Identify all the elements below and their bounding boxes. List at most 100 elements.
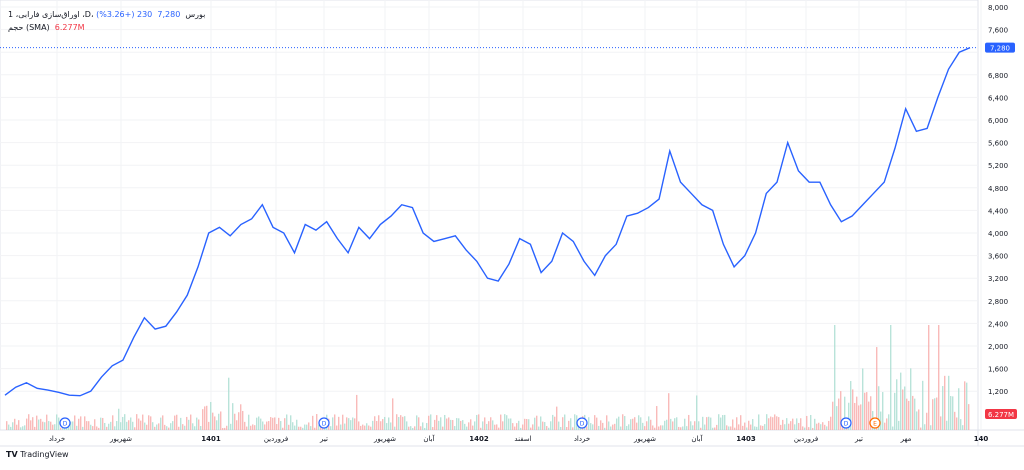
volume-bar: [662, 425, 663, 430]
volume-bar: [592, 424, 593, 430]
volume-bar: [228, 378, 229, 430]
volume-bar: [230, 424, 231, 430]
volume-bar: [948, 376, 949, 430]
volume-bar: [944, 376, 945, 430]
volume-bar: [250, 426, 251, 430]
volume-bar: [496, 424, 497, 430]
volume-indicator-label[interactable]: حجم (SMA): [8, 23, 50, 32]
x-tick-label: 1403: [736, 435, 756, 443]
price-axis: 8,0007,6006,8006,4006,0005,6005,2004,800…: [985, 4, 1017, 419]
volume-bar: [816, 424, 817, 430]
volume-bar: [718, 414, 719, 430]
volume-bar: [184, 426, 185, 430]
volume-bar: [964, 381, 965, 430]
volume-bar: [612, 425, 613, 430]
volume-bar: [214, 416, 215, 430]
volume-bar: [722, 415, 723, 430]
volume-bar: [702, 417, 703, 430]
volume-bar: [882, 392, 883, 430]
volume-bar: [34, 427, 35, 430]
volume-bar: [412, 428, 413, 430]
volume-bar: [220, 411, 221, 430]
volume-bar: [108, 424, 109, 430]
volume-bar: [342, 415, 343, 430]
volume-bar: [604, 428, 605, 430]
volume-bar: [424, 428, 425, 430]
volume-bar: [942, 386, 943, 430]
volume-bar: [568, 421, 569, 430]
x-tick-label: آبان: [423, 434, 435, 443]
volume-bar: [886, 418, 887, 430]
volume-bar: [672, 421, 673, 430]
volume-bar: [504, 414, 505, 430]
volume-bar: [616, 418, 617, 430]
volume-bar: [434, 420, 435, 430]
volume-bar: [732, 419, 733, 430]
volume-bar: [820, 424, 821, 430]
volume-bar: [206, 406, 207, 430]
volume-bar: [58, 418, 59, 430]
volume-bar: [470, 419, 471, 430]
volume-bar: [416, 415, 417, 430]
x-tick-label: تیر: [854, 435, 863, 443]
volume-bar: [6, 421, 7, 430]
volume-bar: [666, 420, 667, 430]
volume-bar: [72, 421, 73, 430]
volume-bar: [162, 415, 163, 430]
y-tick-label: 6,800: [988, 72, 1008, 80]
volume-bar: [136, 414, 137, 430]
volume-bar: [536, 416, 537, 430]
volume-bar: [352, 417, 353, 430]
volume-bar: [490, 417, 491, 430]
volume-bar: [110, 422, 111, 430]
legend: 1 ،اوراق‌سازی فارابی ،D، بورس 7,280 230 …: [8, 8, 205, 34]
volume-bar: [164, 425, 165, 430]
volume-bar: [804, 428, 805, 430]
volume-bar: [36, 416, 37, 430]
volume-bar: [464, 424, 465, 430]
volume-bar: [226, 426, 227, 430]
volume-bar: [264, 424, 265, 430]
x-tick-label: 1401: [201, 435, 221, 443]
volume-bar: [148, 415, 149, 430]
volume-bar: [508, 419, 509, 430]
volume-bar: [406, 421, 407, 430]
volume-bar: [146, 425, 147, 430]
volume-bar: [312, 416, 313, 430]
volume-bar: [782, 420, 783, 430]
volume-bar: [686, 426, 687, 430]
volume-bar: [684, 419, 685, 430]
volume-bar: [938, 325, 939, 430]
volume-bar: [256, 418, 257, 430]
volume-bar: [650, 420, 651, 430]
tradingview-logo[interactable]: TV TradingView: [6, 450, 69, 459]
volume-bar: [902, 389, 903, 430]
event-label: D: [844, 421, 849, 428]
volume-bar: [308, 422, 309, 430]
volume-bar: [712, 428, 713, 430]
volume-bar: [8, 425, 9, 430]
volume-bar: [56, 414, 57, 430]
volume-bar: [438, 421, 439, 430]
volume-bar: [720, 418, 721, 430]
volume-bar: [570, 418, 571, 430]
volume-bar: [778, 417, 779, 430]
volume-bar: [484, 417, 485, 430]
x-tick-label: فروردین: [264, 435, 288, 443]
volume-bar: [800, 418, 801, 430]
volume-bar: [76, 426, 77, 430]
volume-bar: [130, 417, 131, 430]
volume-bar: [724, 415, 725, 430]
event-label: E: [873, 421, 877, 428]
volume-bar: [738, 424, 739, 430]
x-tick-label: خرداد: [574, 435, 590, 443]
volume-bar: [678, 427, 679, 430]
volume-bar: [480, 428, 481, 430]
volume-bar: [512, 423, 513, 430]
y-tick-label: 3,200: [988, 275, 1008, 283]
volume-bar: [550, 421, 551, 430]
volume-bar: [554, 417, 555, 430]
volume-bar: [302, 428, 303, 430]
